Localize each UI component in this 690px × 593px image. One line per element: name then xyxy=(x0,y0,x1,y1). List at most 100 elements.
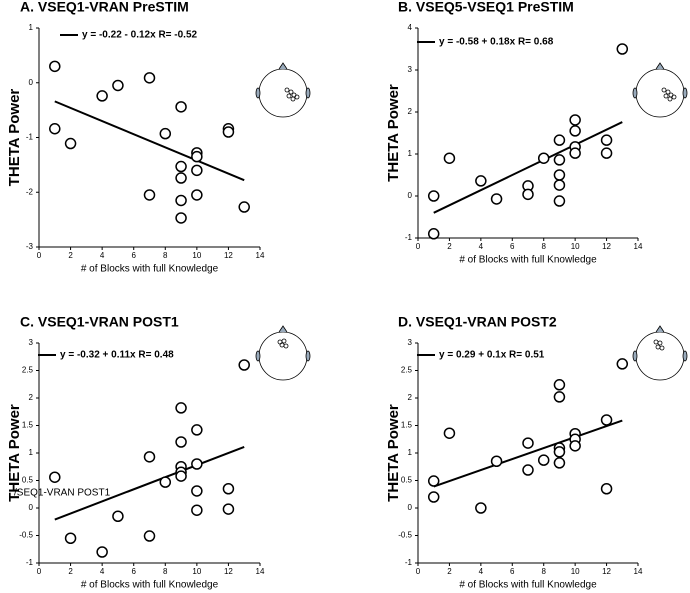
x-tick-label: 14 xyxy=(634,567,643,576)
chart-title: C. VSEQ1-VRAN POST1 xyxy=(20,314,179,330)
x-tick-label: 6 xyxy=(131,567,136,576)
point xyxy=(143,189,156,201)
chart-title: D. VSEQ1-VRAN POST2 xyxy=(398,314,557,330)
point xyxy=(553,195,566,207)
y-tick-label: 0 xyxy=(408,191,413,200)
point xyxy=(191,485,203,497)
y-tick-label: 3 xyxy=(408,65,413,74)
point xyxy=(191,150,203,163)
point xyxy=(569,114,581,126)
head-icon xyxy=(632,62,688,118)
x-tick-label: 10 xyxy=(192,251,201,260)
y-axis-label: THETA Power xyxy=(6,89,23,187)
point xyxy=(175,402,187,414)
y-tick-label: 2 xyxy=(29,393,34,402)
point xyxy=(112,79,124,92)
head-icon xyxy=(255,62,311,118)
y-tick-label: 4 xyxy=(408,23,413,32)
point xyxy=(159,127,172,140)
point xyxy=(537,454,550,466)
y-tick-label: 2 xyxy=(408,393,413,402)
point xyxy=(49,122,61,135)
y-tick-label: 0 xyxy=(29,503,34,512)
head-icon xyxy=(632,325,688,381)
y-tick-label: 1 xyxy=(408,448,413,457)
x-tick-label: 2 xyxy=(447,567,452,576)
point xyxy=(427,491,440,503)
point xyxy=(553,457,566,469)
point xyxy=(553,179,566,191)
point xyxy=(222,503,235,515)
point xyxy=(443,152,456,164)
point xyxy=(175,172,187,184)
point xyxy=(143,451,156,463)
point xyxy=(553,154,566,166)
point xyxy=(175,160,187,173)
x-tick-label: 2 xyxy=(447,242,452,251)
x-tick-label: 14 xyxy=(256,567,265,576)
y-tick-label: 3 xyxy=(408,338,413,347)
point xyxy=(159,476,172,488)
x-tick-label: 0 xyxy=(416,567,421,576)
point xyxy=(64,532,77,544)
y-tick-label: 3 xyxy=(29,338,34,347)
point xyxy=(427,228,440,240)
x-tick-label: 12 xyxy=(224,567,233,576)
point xyxy=(112,510,124,522)
point xyxy=(490,455,503,467)
chart-title: B. VSEQ5-VSEQ1 PreSTIM xyxy=(398,0,574,15)
point xyxy=(553,391,566,403)
y-axis-label: THETA Power xyxy=(6,404,23,502)
x-tick-label: 4 xyxy=(479,567,484,576)
point xyxy=(96,90,108,102)
x-tick-label: 12 xyxy=(224,251,233,260)
x-tick-label: 10 xyxy=(571,567,580,576)
x-tick-label: 4 xyxy=(100,567,105,576)
point xyxy=(49,471,61,483)
point xyxy=(600,414,613,426)
x-axis-label: # of Blocks with full Knowledge xyxy=(81,580,219,591)
point xyxy=(64,137,77,150)
y-tick-label: -1 xyxy=(405,233,413,242)
point xyxy=(553,446,566,458)
y-axis-label: THETA Power xyxy=(385,404,402,502)
x-tick-label: 6 xyxy=(510,242,515,251)
y-tick-label: -0.5 xyxy=(19,531,33,540)
y-tick-label: 0.5 xyxy=(401,476,413,485)
x-tick-label: 12 xyxy=(602,567,611,576)
x-tick-label: 0 xyxy=(416,242,421,251)
y-tick-label: 1 xyxy=(29,448,34,457)
x-tick-label: 8 xyxy=(541,242,546,251)
point xyxy=(600,147,613,159)
point xyxy=(143,530,156,542)
y-tick-label: 2.5 xyxy=(22,366,34,375)
point xyxy=(191,189,203,201)
x-axis-label: # of Blocks with full Knowledge xyxy=(81,264,219,275)
x-tick-label: 8 xyxy=(163,567,168,576)
head-icon xyxy=(255,325,311,381)
x-axis-label: # of Blocks with full Knowledge xyxy=(459,255,597,266)
chart-title: A. VSEQ1-VRAN PreSTIM xyxy=(20,0,189,15)
legend-label: y = -0.58 + 0.18x R= 0.68 xyxy=(439,37,554,48)
x-tick-label: 12 xyxy=(602,242,611,251)
point xyxy=(427,475,440,487)
x-tick-label: 2 xyxy=(68,251,73,260)
point xyxy=(569,147,581,159)
point xyxy=(222,483,235,495)
point xyxy=(238,359,250,371)
x-tick-label: 0 xyxy=(37,567,42,576)
point xyxy=(175,470,187,482)
x-tick-label: 10 xyxy=(571,242,580,251)
annotation: /SEQ1-VRAN POST1 xyxy=(14,488,111,499)
y-tick-label: -3 xyxy=(26,242,34,251)
x-tick-label: 4 xyxy=(100,251,105,260)
y-tick-label: 1.5 xyxy=(401,421,413,430)
point xyxy=(175,194,187,207)
point xyxy=(443,427,456,439)
point xyxy=(175,101,187,113)
point xyxy=(553,169,566,181)
point xyxy=(490,193,503,205)
y-tick-label: -0.5 xyxy=(398,531,412,540)
regression-line xyxy=(54,446,245,521)
x-tick-label: 8 xyxy=(541,567,546,576)
